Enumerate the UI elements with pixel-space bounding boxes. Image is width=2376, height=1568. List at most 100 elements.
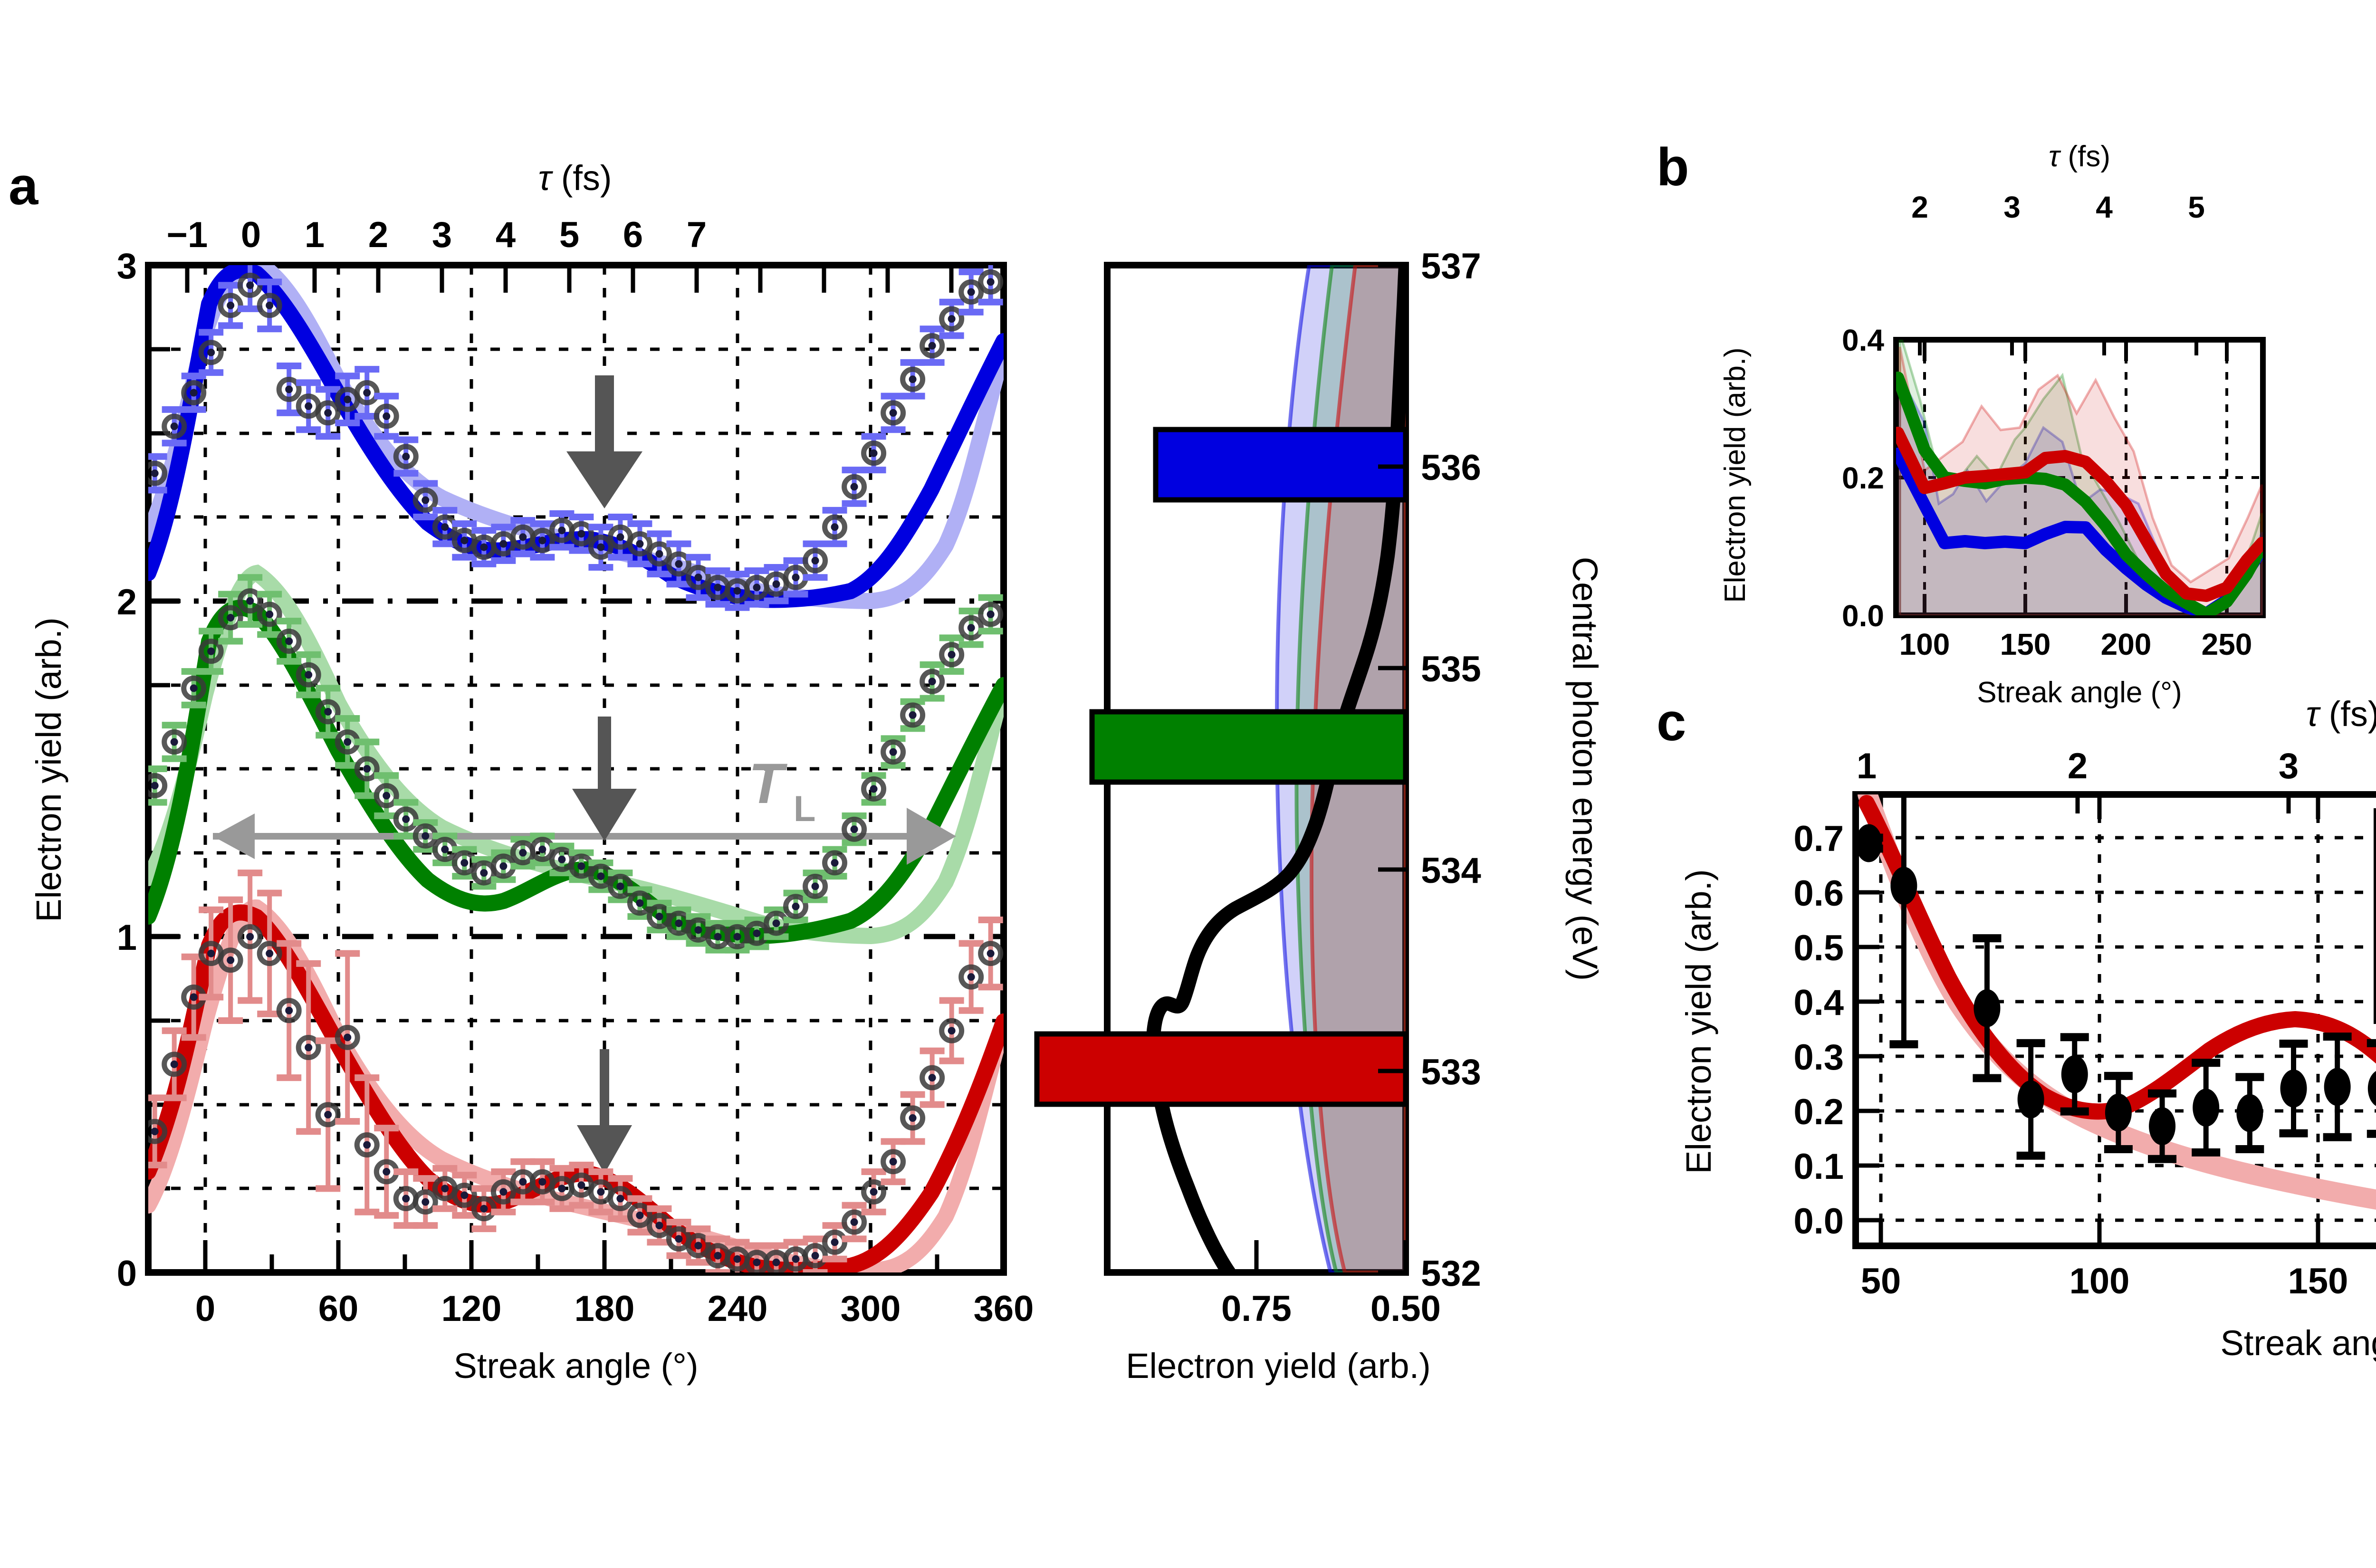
panel-b-left-y-tick: 0.4 — [1842, 323, 1884, 357]
panel-a-bottom-axis-title: Streak angle (°) — [454, 1346, 699, 1386]
panel-mid-y-tick: 535 — [1421, 649, 1481, 689]
panel-c-top-axis-title: τ (fs) — [2306, 694, 2376, 734]
panel-c-y-tick: 0.4 — [1793, 983, 1844, 1023]
panel-c: c τ (fs) 1 2 3 4 5 — [1657, 692, 2376, 1363]
panel-c-bottom-tick: 150 — [2288, 1261, 2348, 1301]
panel-a-top-ticklabels: −1 0 1 2 3 4 5 6 7 — [167, 215, 707, 255]
panel-c-y-tick: 0.5 — [1793, 928, 1844, 968]
panel-a-TL-arrow-right — [907, 808, 956, 865]
panel-a-top-ticks — [185, 265, 954, 293]
panel-a-TL-sublabel: L — [794, 789, 815, 829]
panel-c-bottom-ticklabels: 50 100 150 200 250 — [1861, 1261, 2348, 1301]
panel-c-y-tick: 0.3 — [1793, 1037, 1844, 1078]
panel-mid-x-axis-title: Electron yield (arb.) — [1126, 1346, 1431, 1386]
panel-b-left-y-axis-title: Electron yield (arb.) — [1719, 347, 1752, 603]
panel-c-top-ticklabels: 1 2 3 4 5 — [1857, 746, 2299, 786]
panel-b-left-data — [1896, 340, 2263, 615]
panel-a-y-tick: 0 — [117, 1253, 137, 1294]
panel-a-bottom-tick: 180 — [575, 1289, 635, 1329]
panel-b-left-bottom-tick: 250 — [2202, 627, 2252, 661]
panel-c-bottom-tick: 100 — [2069, 1261, 2130, 1301]
panel-c-top-tick: 3 — [2279, 746, 2299, 786]
panel-a-TL-label: T — [748, 752, 787, 815]
panel-a-top-tick: 4 — [496, 215, 516, 255]
panel-b-left-y-tick: 0.0 — [1842, 599, 1884, 633]
panel-mid-green-band — [1089, 709, 1408, 785]
panel-b-left-x-axis-title: Streak angle (°) — [1977, 676, 2182, 709]
panel-a-top-tick: 2 — [368, 215, 388, 255]
panel-a-bottom-ticklabels: 0 60 120 180 240 300 360 — [195, 1289, 1034, 1329]
panel-b-left-bottom-tick: 100 — [1899, 627, 1950, 661]
panel-a-y-tick: 3 — [117, 246, 137, 287]
panel-c-y-tick: 0.1 — [1793, 1147, 1844, 1187]
panel-a-errorbars — [148, 265, 1004, 1272]
panel-c-y-tick: 0.6 — [1793, 873, 1844, 914]
panel-c-x-axis-title: Streak angle (°) — [2221, 1323, 2376, 1363]
panel-b-left-top-tick: 3 — [2003, 190, 2021, 224]
panel-mid-bottom-ticks — [1105, 1240, 1408, 1272]
panel-b-left-bottom-tick: 150 — [2000, 627, 2051, 661]
panel-a-bottom-tick: 360 — [974, 1289, 1034, 1329]
panel-b-left-bottom-tick: 200 — [2101, 627, 2152, 661]
panel-b-letter: b — [1657, 137, 1689, 197]
panel-c-frame — [1852, 791, 2376, 1249]
panel-a-top-tick: 5 — [559, 215, 579, 255]
panel-mid-y-axis-title: Central photon energy (eV) — [1565, 557, 1605, 981]
panel-c-y-tick: 0.2 — [1793, 1092, 1844, 1132]
panel-mid-y-tick: 534 — [1421, 851, 1481, 891]
panel-c-data — [1856, 794, 2376, 1210]
panel-c-top-tick: 1 — [1857, 746, 1877, 786]
panel-a-bottom-tick: 120 — [441, 1289, 502, 1329]
panel-a-TL-annotation: T L — [213, 752, 956, 865]
panel-c-y-tick: 0.0 — [1793, 1201, 1844, 1242]
panel-a-hgrid — [148, 347, 1004, 1190]
panel-a-y-tick: 1 — [117, 918, 137, 958]
panel-b-left-top-ticklabels: 2 3 4 5 — [1911, 190, 2205, 224]
panel-a-bottom-tick: 60 — [318, 1289, 359, 1329]
panel-a-bottom-tick: 0 — [195, 1289, 215, 1329]
panel-c-letter: c — [1657, 692, 1686, 752]
panel-mid-x-tick: 0.50 — [1370, 1289, 1441, 1329]
panel-c-bottom-tick: 50 — [1861, 1261, 1901, 1301]
panel-c-y-axis-title: Electron yield (arb.) — [1679, 869, 1718, 1174]
panel-a-top-tick: 1 — [305, 215, 325, 255]
panel-a-top-tick: −1 — [167, 215, 208, 255]
panel-mid-y-tick: 536 — [1421, 448, 1481, 488]
panel-b-left-bottom-ticklabels: 100 150 200 250 — [1899, 627, 2252, 661]
panel-b-left-top-tick: 5 — [2188, 190, 2205, 224]
panel-mid-x-tick: 0.75 — [1221, 1289, 1292, 1329]
panel-mid-red-band — [1034, 1031, 1408, 1107]
panel-c-ticks — [1856, 794, 2320, 1246]
panel-a-y-ticklabels: 0 1 2 3 — [117, 246, 137, 1294]
panel-a-data: T L — [148, 265, 1004, 1272]
panel-a-top-tick: 3 — [432, 215, 452, 255]
panel-a-top-tick: 7 — [687, 215, 707, 255]
panel-b-left-y-ticklabels: 0.0 0.2 0.4 — [1842, 323, 1884, 633]
panel-mid: 0.75 0.50 Electron yield (arb.) 532 533 … — [1034, 246, 1605, 1386]
panel-a-down-arrows — [566, 375, 642, 1174]
panel-mid-blue-band — [1153, 427, 1408, 503]
panel-a-top-tick: 6 — [623, 215, 643, 255]
panel-a-blue-coherent — [148, 265, 1004, 608]
panel-b-left-y-tick: 0.2 — [1842, 461, 1884, 495]
panel-b-left-top-tick: 4 — [2096, 190, 2113, 224]
panel-c-y-ticklabels: 0.0 0.1 0.2 0.3 0.4 0.5 0.6 0.7 — [1793, 819, 1844, 1242]
panel-a-arrow-green — [572, 717, 637, 841]
panel-a-y-axis-title: Electron yield (arb.) — [29, 617, 68, 922]
panel-a-TL-arrow-left — [213, 813, 255, 859]
panel-a-letter: a — [9, 156, 38, 216]
panel-a-arrow-red — [577, 1049, 632, 1174]
panel-mid-bottom-ticklabels: 0.75 0.50 — [1221, 1289, 1441, 1329]
panel-a-top-axis-title: τ (fs) — [538, 158, 612, 198]
panel-mid-y-tick: 533 — [1421, 1052, 1481, 1092]
panel-a-y-tick: 2 — [117, 582, 137, 622]
panel-a-top-tick: 0 — [241, 215, 261, 255]
panel-a: a τ (fs) — [9, 156, 1034, 1386]
panel-b: b τ (fs) 2 3 4 5 — [1657, 137, 2266, 709]
panel-a-bottom-tick: 240 — [708, 1289, 768, 1329]
panel-mid-right-ticks — [1378, 263, 1406, 1275]
panel-mid-y-ticklabels: 532 533 534 535 536 537 — [1421, 246, 1481, 1294]
panel-mid-y-tick: 532 — [1421, 1253, 1481, 1294]
